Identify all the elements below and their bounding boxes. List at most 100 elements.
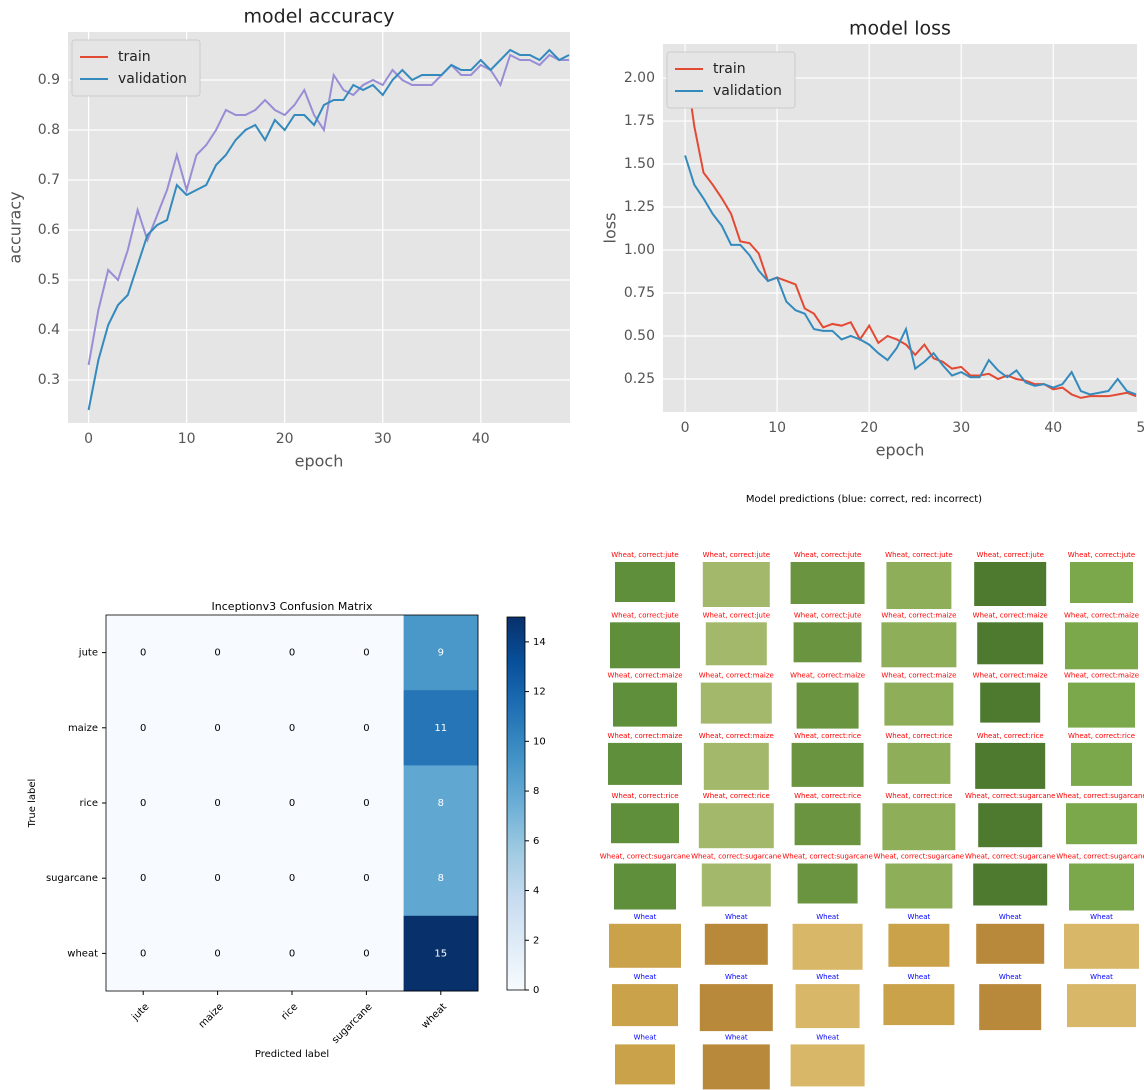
legend-label: train [713, 61, 746, 77]
cell-label: 0 [140, 723, 146, 734]
x-tick-label: rice [279, 1001, 300, 1022]
x-axis-label: Predicted label [255, 1049, 329, 1060]
chart-title: model accuracy [244, 6, 395, 28]
prediction-image [976, 924, 1044, 964]
prediction-image [703, 1044, 770, 1089]
legend-label: train [118, 49, 151, 65]
prediction-image [794, 622, 862, 662]
y-tick-label: wheat [67, 948, 98, 959]
prediction-caption: Wheat [999, 973, 1022, 981]
prediction-caption: Wheat [816, 913, 839, 921]
y-tick-label: 0.4 [38, 322, 60, 338]
cell-label: 0 [214, 948, 220, 959]
prediction-caption: Wheat [634, 973, 657, 981]
prediction-caption: Wheat, correct:jute [703, 551, 770, 559]
cell-label: 0 [214, 873, 220, 884]
cell-label: 8 [438, 798, 444, 809]
prediction-image [1066, 803, 1137, 844]
prediction-caption: Wheat [1090, 973, 1113, 981]
colorbar-tick-label: 2 [533, 935, 539, 946]
prediction-image [615, 1044, 675, 1084]
prediction-image [615, 562, 675, 602]
prediction-image [703, 562, 770, 607]
cell-label: 0 [140, 873, 146, 884]
cell-label: 0 [363, 723, 369, 734]
x-tick-label: jute [129, 1001, 151, 1023]
cell-label: 8 [438, 873, 444, 884]
cell-label: 0 [289, 948, 295, 959]
prediction-caption: Wheat [908, 913, 931, 921]
y-tick-label: 0.75 [624, 285, 655, 301]
prediction-image [611, 803, 679, 843]
colorbar-tick-label: 8 [533, 786, 539, 797]
prediction-caption: Wheat [725, 973, 748, 981]
y-tick-label: 0.5 [38, 272, 60, 288]
prediction-image [798, 864, 858, 904]
prediction-caption: Wheat, correct:sugarcane [691, 853, 781, 861]
cell-label: 0 [363, 648, 369, 659]
prediction-caption: Wheat, correct:maize [1064, 672, 1139, 680]
prediction-caption: Wheat [816, 973, 839, 981]
prediction-image [888, 924, 949, 967]
prediction-caption: Wheat, correct:jute [611, 551, 678, 559]
prediction-caption: Wheat, correct:rice [612, 792, 679, 800]
prediction-caption: Wheat, correct:maize [881, 672, 956, 680]
prediction-caption: Wheat, correct:rice [794, 732, 861, 740]
y-tick-label: 1.25 [624, 199, 655, 215]
prediction-image [612, 984, 678, 1026]
x-tick-label: maize [197, 1001, 226, 1030]
prediction-caption: Wheat, correct:jute [794, 551, 861, 559]
colorbar-tick-label: 14 [533, 637, 546, 648]
prediction-image [975, 743, 1045, 789]
x-tick-label: 0 [84, 431, 93, 447]
prediction-caption: Wheat [1090, 913, 1113, 921]
colorbar-tick-label: 10 [533, 736, 546, 747]
prediction-image [706, 622, 767, 665]
prediction-image [883, 984, 954, 1025]
y-axis-label: True label [27, 779, 38, 829]
legend-label: validation [713, 83, 782, 99]
y-tick-label: sugarcane [46, 873, 98, 884]
page: 0.30.40.50.60.70.80.901020304050model ac… [0, 0, 1144, 1090]
prediction-image [977, 622, 1043, 664]
prediction-image [884, 683, 953, 726]
x-tick-label: 50 [1136, 420, 1144, 436]
prediction-image [796, 984, 860, 1028]
prediction-caption: Wheat [908, 973, 931, 981]
prediction-image [980, 683, 1040, 723]
prediction-image [702, 864, 771, 907]
prediction-caption: Wheat [816, 1033, 839, 1041]
y-tick-label: 0.9 [38, 72, 60, 88]
y-tick-label: maize [68, 723, 98, 734]
cell-label: 0 [289, 723, 295, 734]
cell-label: 0 [363, 948, 369, 959]
colorbar-tick-label: 4 [533, 886, 539, 897]
prediction-caption: Wheat, correct:rice [703, 792, 770, 800]
y-tick-label: 0.25 [624, 371, 655, 387]
cell-label: 0 [289, 873, 295, 884]
prediction-image [791, 562, 865, 604]
prediction-caption: Wheat, correct:rice [794, 792, 861, 800]
x-axis-label: epoch [295, 452, 344, 471]
cell-label: 0 [289, 648, 295, 659]
prediction-image [882, 803, 955, 850]
cell-label: 0 [214, 723, 220, 734]
prediction-image [1069, 864, 1134, 911]
legend-label: validation [118, 71, 187, 87]
prediction-caption: Wheat, correct:sugarcane [782, 853, 872, 861]
colorbar-tick-label: 0 [533, 985, 539, 996]
predictions-title: Model predictions (blue: correct, red: i… [746, 494, 982, 505]
prediction-caption: Wheat, correct:maize [607, 732, 682, 740]
prediction-caption: Wheat, correct:rice [885, 732, 952, 740]
prediction-caption: Wheat, correct:rice [1068, 732, 1135, 740]
prediction-caption: Wheat, correct:jute [885, 551, 952, 559]
prediction-image [610, 622, 680, 668]
cell-label: 0 [363, 873, 369, 884]
colorbar-tick-label: 12 [533, 687, 546, 698]
prediction-image [701, 683, 772, 724]
y-tick-label: 2.00 [624, 70, 655, 86]
cell-label: 0 [214, 648, 220, 659]
prediction-caption: Wheat [725, 1033, 748, 1041]
y-tick-label: 0.8 [38, 122, 60, 138]
